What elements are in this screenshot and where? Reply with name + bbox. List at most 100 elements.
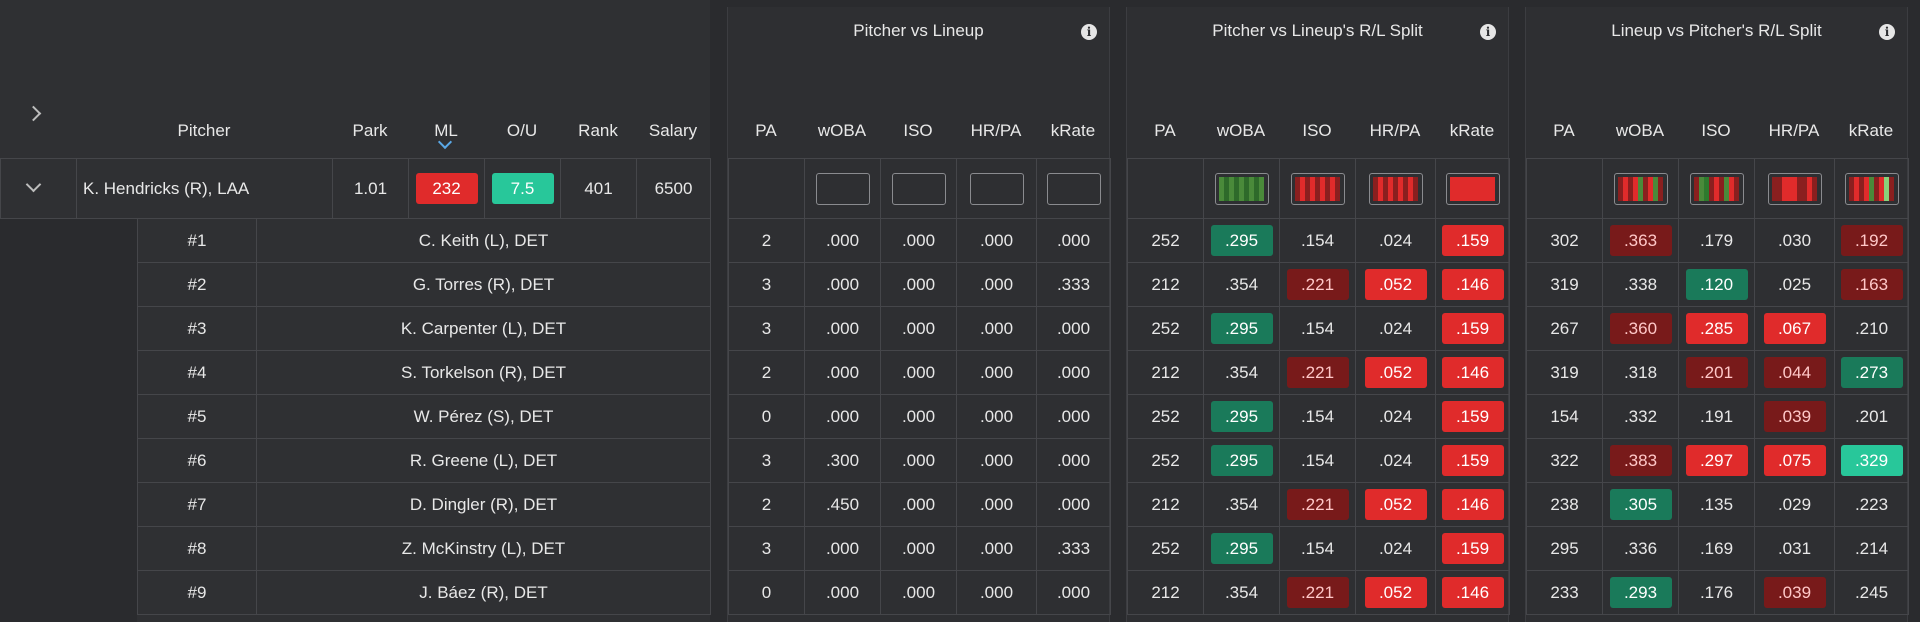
stat-cell: .000 [880, 526, 957, 571]
ou-column-header[interactable]: O/U [506, 121, 538, 140]
stat-cell: 295 [1526, 526, 1603, 571]
stat-row: 0.000.000.000.000 [728, 394, 1111, 439]
distribution-sparkline[interactable] [1214, 172, 1269, 205]
distribution-sparkline[interactable] [1290, 172, 1345, 205]
stat-cell: .297 [1678, 438, 1755, 483]
distribution-sparkline[interactable] [891, 172, 946, 205]
stat-column-header[interactable]: wOBA [1216, 121, 1266, 140]
stat-cell: .024 [1355, 438, 1436, 483]
salary-value: 6500 [636, 158, 711, 219]
pitcher-column-header[interactable]: Pitcher [177, 121, 231, 140]
stat-cell: .024 [1355, 394, 1436, 439]
stat-column-header[interactable]: kRate [1449, 121, 1495, 140]
ml-column-header[interactable]: ML [434, 121, 458, 140]
stat-cell: .169 [1678, 526, 1755, 571]
batter-name[interactable]: Z. McKinstry (L), DET [256, 526, 711, 571]
stat-cell: 3 [728, 438, 805, 483]
lineup-row[interactable]: #2 G. Torres (R), DET [137, 262, 711, 307]
stat-badge: .221 [1286, 357, 1349, 388]
panel-stats-table: 252.295.154.024.159 212.354.221.052.146 25… [1127, 158, 1510, 615]
lineup-row[interactable]: #7 D. Dingler (R), DET [137, 482, 711, 527]
stat-cell: 3 [728, 306, 805, 351]
stat-column-header[interactable]: wOBA [817, 121, 867, 140]
batter-name[interactable]: S. Torkelson (R), DET [256, 350, 711, 395]
lineup-row[interactable]: #5 W. Pérez (S), DET [137, 394, 711, 439]
stat-cell: .146 [1435, 262, 1510, 307]
batter-name[interactable]: D. Dingler (R), DET [256, 482, 711, 527]
batter-name[interactable]: G. Torres (R), DET [256, 262, 711, 307]
salary-column-header[interactable]: Salary [648, 121, 698, 140]
stat-row: 302.363.179.030.192 [1526, 218, 1909, 263]
info-icon[interactable]: i [1081, 24, 1097, 40]
pitcher-header: Pitcher Park ML O/U Rank Salary [0, 76, 710, 158]
stat-cell: .000 [956, 218, 1037, 263]
stat-cell: 212 [1127, 262, 1204, 307]
stat-row: 252.295.154.024.159 [1127, 438, 1510, 483]
distribution-sparkline[interactable] [1046, 172, 1101, 205]
stat-column-header[interactable]: HR/PA [970, 121, 1022, 140]
lineup-row[interactable]: #9 J. Báez (R), DET [137, 570, 711, 615]
collapse-toggle[interactable] [0, 158, 77, 219]
lineup-row[interactable]: #4 S. Torkelson (R), DET [137, 350, 711, 395]
distribution-sparkline[interactable] [1689, 172, 1744, 205]
stat-column-header[interactable]: PA [1154, 121, 1176, 140]
stat-cell: .039 [1754, 570, 1835, 615]
stat-cell: .245 [1834, 570, 1909, 615]
lineup-row[interactable]: #8 Z. McKinstry (L), DET [137, 526, 711, 571]
stat-row: 233.293.176 .039 .245 [1526, 570, 1909, 615]
stat-cell: .000 [804, 350, 881, 395]
batter-name[interactable]: C. Keith (L), DET [256, 218, 711, 263]
distribution-sparkline[interactable] [815, 172, 870, 205]
chevron-down-icon[interactable] [25, 176, 42, 193]
stat-column-header[interactable]: kRate [1848, 121, 1894, 140]
panel-header-table: PA wOBA ISO HR/PA kRate [728, 76, 1110, 158]
stat-column-header[interactable]: ISO [1302, 121, 1332, 140]
distribution-sparkline[interactable] [1613, 172, 1668, 205]
stat-badge: .293 [1609, 577, 1672, 608]
distribution-sparkline[interactable] [1844, 172, 1899, 205]
info-icon[interactable]: i [1879, 24, 1895, 40]
lineup-row[interactable]: #3 K. Carpenter (L), DET [137, 306, 711, 351]
batter-name[interactable]: K. Carpenter (L), DET [256, 306, 711, 351]
batter-name[interactable]: R. Greene (L), DET [256, 438, 711, 483]
distribution-sparkline[interactable] [1368, 172, 1423, 205]
stat-cell: .354 [1203, 262, 1280, 307]
lineup-row[interactable]: #1 C. Keith (L), DET [137, 218, 711, 263]
stat-cell: .120 [1678, 262, 1755, 307]
rank-column-header[interactable]: Rank [578, 121, 618, 140]
stat-column-header[interactable]: HR/PA [1768, 121, 1820, 140]
stat-badge: .052 [1364, 577, 1427, 608]
lineup-row[interactable]: #6 R. Greene (L), DET [137, 438, 711, 483]
stat-column-header[interactable]: ISO [903, 121, 933, 140]
stat-badge: .067 [1763, 313, 1826, 344]
distribution-sparkline[interactable] [1767, 172, 1822, 205]
stat-column-header[interactable]: HR/PA [1369, 121, 1421, 140]
stat-column-header[interactable]: wOBA [1615, 121, 1665, 140]
distribution-sparkline[interactable] [969, 172, 1024, 205]
batter-name[interactable]: W. Pérez (S), DET [256, 394, 711, 439]
stat-cell: .450 [804, 482, 881, 527]
stat-column-header[interactable]: PA [755, 121, 777, 140]
info-icon[interactable]: i [1480, 24, 1496, 40]
park-column-header[interactable]: Park [352, 121, 388, 140]
pitcher-name[interactable]: K. Hendricks (R), LAA [76, 158, 257, 219]
stat-cell: .383 [1602, 438, 1679, 483]
stat-badge: .295 [1210, 225, 1273, 256]
distribution-sparkline[interactable] [1445, 172, 1500, 205]
stat-cell: 212 [1127, 350, 1204, 395]
stat-column-header[interactable]: PA [1553, 121, 1575, 140]
ml-cell: 232 [408, 158, 485, 219]
stat-cell: .000 [880, 570, 957, 615]
stat-badge: .044 [1763, 357, 1826, 388]
stat-cell: .000 [880, 350, 957, 395]
stat-cell: .000 [956, 350, 1037, 395]
ou-cell: 7.5 [484, 158, 561, 219]
stat-row: 322.383 .297 .075 .329 [1526, 438, 1909, 483]
stat-column-header[interactable]: ISO [1701, 121, 1731, 140]
batter-name[interactable]: J. Báez (R), DET [256, 570, 711, 615]
stat-cell: .154 [1279, 306, 1356, 351]
stat-row: 2.450.000.000.000 [728, 482, 1111, 527]
summary-cell [1279, 158, 1356, 219]
stat-cell: 212 [1127, 482, 1204, 527]
stat-column-header[interactable]: kRate [1050, 121, 1096, 140]
